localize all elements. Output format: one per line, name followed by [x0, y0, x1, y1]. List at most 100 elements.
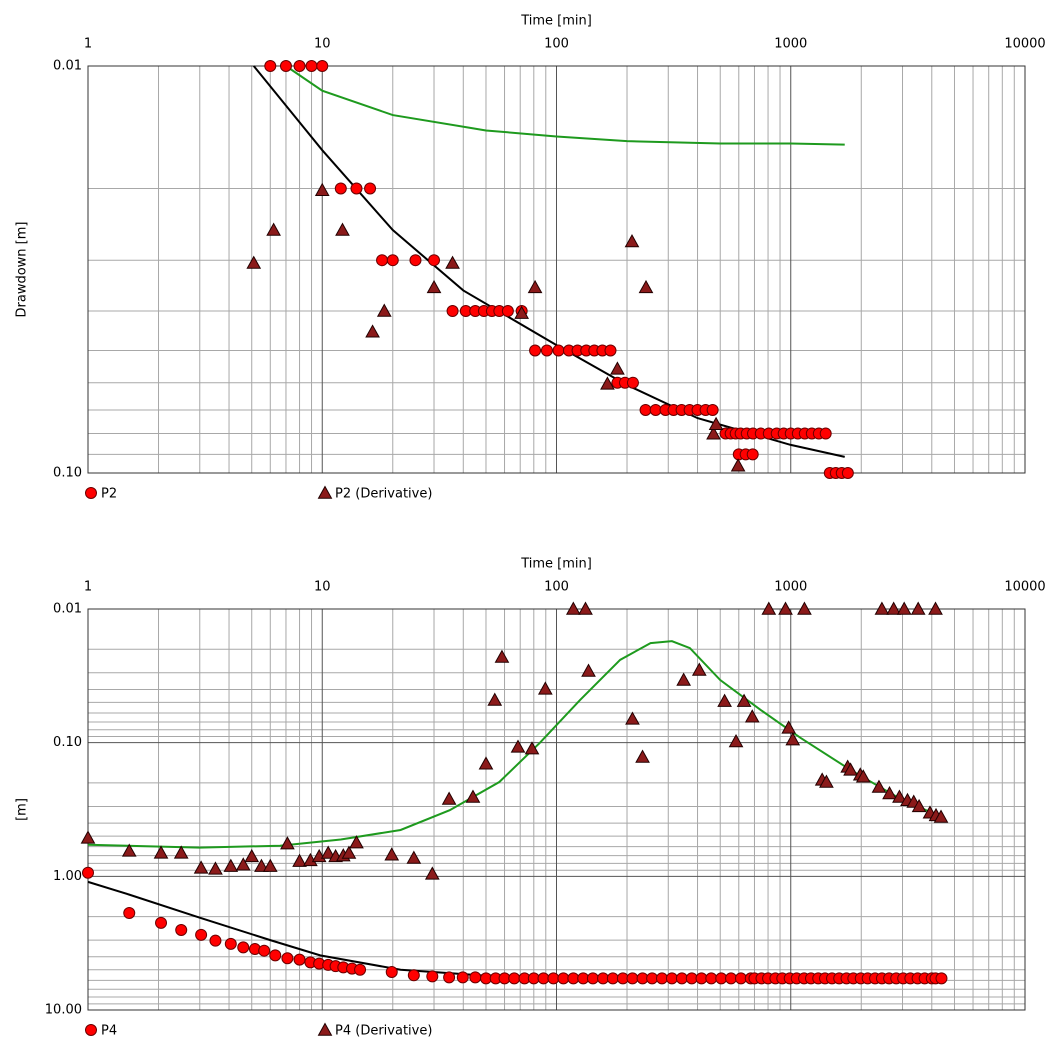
derivative-point [610, 361, 625, 375]
derivative-point [874, 601, 890, 615]
derivative-point [173, 845, 189, 859]
derivative-point [223, 858, 239, 872]
data-point [529, 344, 542, 357]
derivative-point [494, 649, 510, 663]
derivative-point [691, 662, 707, 676]
derivative-point [514, 305, 530, 319]
y-tick-label: 0.10 [53, 735, 82, 750]
data-point [841, 467, 854, 479]
derivative-point [843, 762, 858, 776]
data-point [557, 972, 570, 985]
derivative-point [778, 601, 793, 615]
data-point [501, 305, 514, 318]
derivative-point [578, 601, 593, 615]
data-point [639, 403, 652, 416]
derivative-point [335, 222, 350, 236]
data-point [547, 972, 560, 985]
data-point [82, 866, 94, 879]
data-point [935, 972, 948, 985]
data-point [386, 254, 399, 267]
derivative-point [638, 279, 654, 294]
legend-label: P4 [101, 1024, 117, 1039]
data-point [407, 969, 420, 982]
data-point [725, 972, 738, 985]
data-point [665, 972, 678, 985]
data-point [655, 972, 668, 985]
derivative-point [266, 222, 281, 236]
data-point [279, 60, 292, 72]
x-tick-label: 10000 [1004, 37, 1045, 52]
data-point [385, 966, 398, 979]
data-point [540, 344, 553, 357]
derivative-point [892, 789, 907, 803]
data-point [586, 972, 599, 985]
data-point [224, 937, 237, 950]
derivative-point [384, 847, 400, 861]
legend-marker [85, 487, 97, 499]
derivative-point [933, 809, 949, 823]
data-point [537, 972, 550, 985]
derivative-point [478, 756, 494, 770]
derivative-point [730, 458, 746, 472]
derivative-point [510, 739, 526, 753]
derivative-point [465, 789, 481, 803]
x-tick-label: 10 [314, 37, 331, 52]
x-tick-label: 100 [544, 37, 569, 52]
derivative-point [320, 845, 336, 859]
derivative-point [635, 749, 650, 763]
x-axis-title: Time [min] [520, 14, 592, 29]
data-point [350, 182, 363, 195]
x-tick-label: 1000 [774, 37, 807, 52]
y-tick-label: 0.01 [53, 59, 82, 74]
derivative-point [376, 303, 392, 317]
derivative-point [406, 850, 422, 864]
derivative-point [928, 601, 943, 615]
data-point [567, 972, 580, 985]
data-point [675, 972, 688, 985]
derivative-point [600, 376, 615, 390]
legend-label: P2 (Derivative) [335, 487, 432, 502]
derivative-point [537, 681, 553, 695]
derivative-point [441, 791, 457, 805]
data-point [376, 254, 389, 267]
derivative-point [153, 845, 169, 859]
data-point [258, 944, 271, 957]
data-point [281, 952, 294, 965]
derivative-point [855, 769, 871, 783]
derivative-point [910, 601, 926, 615]
derivative-point [208, 861, 223, 875]
fit-line [285, 65, 845, 146]
data-point [155, 916, 168, 929]
legend-marker [85, 1024, 97, 1036]
data-point [706, 403, 719, 416]
y-tick-label: 0.01 [53, 602, 82, 617]
derivative-point [624, 234, 640, 248]
data-point [409, 254, 422, 267]
derivative-point [341, 845, 357, 859]
derivative-point [426, 279, 442, 294]
data-point [364, 182, 377, 195]
derivative-point [717, 693, 732, 707]
derivative-point [736, 693, 752, 707]
derivative-point [728, 733, 744, 748]
derivative-point [292, 853, 307, 867]
data-point [606, 972, 619, 985]
derivative-point [314, 182, 330, 196]
derivative-point [193, 860, 209, 874]
x-tick-label: 10 [314, 580, 331, 595]
fit-line [87, 640, 942, 849]
derivative-point [706, 426, 721, 440]
data-point [428, 254, 441, 267]
x-tick-label: 100 [544, 580, 569, 595]
derivative-point [761, 601, 777, 615]
data-point [316, 60, 329, 72]
data-point [293, 60, 306, 72]
derivative-point [121, 843, 137, 857]
derivative-point [80, 830, 96, 844]
derivative-point [882, 785, 897, 800]
legend-marker [317, 1022, 333, 1036]
derivative-point [445, 255, 460, 269]
derivative-point [487, 692, 503, 706]
derivative-point [524, 741, 540, 755]
y-tick-label: 1.00 [53, 869, 82, 884]
